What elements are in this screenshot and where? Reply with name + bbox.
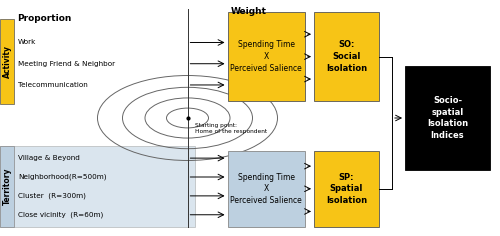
Bar	[228, 151, 305, 227]
Text: Socio-
spatial
Isolation
Indices: Socio- spatial Isolation Indices	[427, 96, 468, 140]
Text: Close vicinity  (R=60m): Close vicinity (R=60m)	[18, 211, 103, 218]
Text: Weight: Weight	[231, 7, 267, 16]
Bar	[314, 12, 379, 101]
Bar	[0, 19, 14, 104]
Text: Starting point:
Home of the respondent: Starting point: Home of the respondent	[195, 123, 267, 134]
Bar	[314, 151, 379, 227]
Text: Activity: Activity	[2, 45, 12, 78]
Text: Spending Time
X
Perceived Salience: Spending Time X Perceived Salience	[230, 173, 302, 205]
Text: SP:
Spatial
Isolation: SP: Spatial Isolation	[326, 173, 367, 205]
Text: Territory: Territory	[2, 168, 12, 205]
Bar	[228, 12, 305, 101]
Text: Spending Time
X
Perceived Salience: Spending Time X Perceived Salience	[230, 40, 302, 73]
Text: Telecommunication: Telecommunication	[18, 82, 88, 88]
Text: Work: Work	[18, 39, 36, 46]
Bar	[405, 66, 490, 170]
Bar	[0, 146, 195, 227]
Bar	[0, 146, 14, 227]
Text: Cluster  (R=300m): Cluster (R=300m)	[18, 193, 86, 199]
Text: Village & Beyond: Village & Beyond	[18, 155, 80, 161]
Text: Proportion: Proportion	[18, 14, 72, 23]
Text: Neighborhood(R=500m): Neighborhood(R=500m)	[18, 174, 106, 180]
Text: Meeting Friend & Neighbor: Meeting Friend & Neighbor	[18, 61, 115, 67]
Text: SO:
Social
Isolation: SO: Social Isolation	[326, 40, 367, 73]
